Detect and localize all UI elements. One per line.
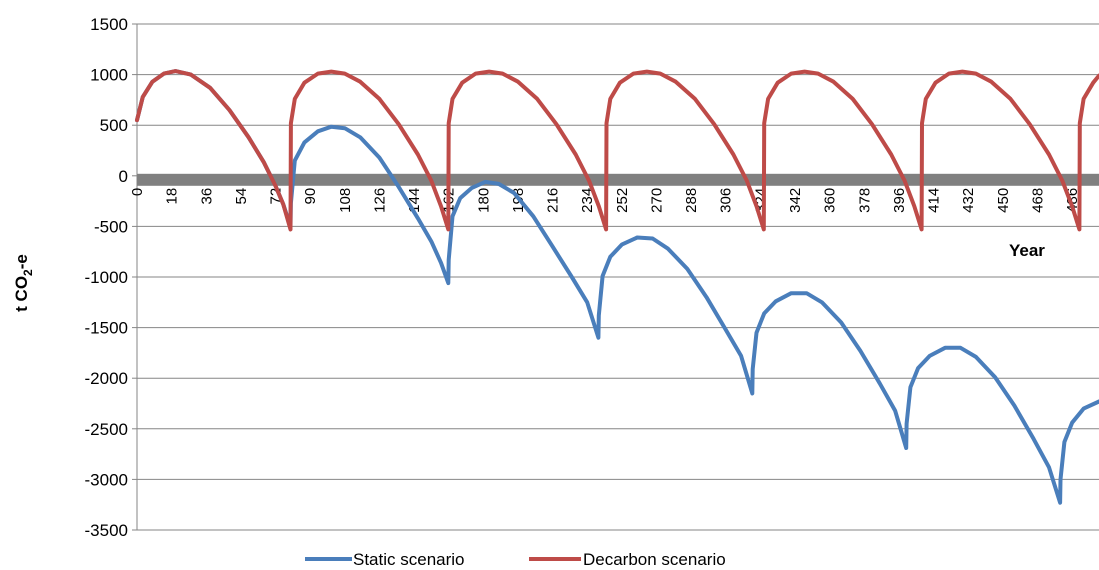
y-tick-label: 1000 <box>90 66 128 85</box>
x-tick-label: 126 <box>371 188 388 213</box>
x-tick-label: 36 <box>198 188 215 205</box>
y-axis-title-subscript: 2 <box>21 269 35 276</box>
y-tick-label: -1500 <box>85 319 128 338</box>
legend-label-decarbon: Decarbon scenario <box>583 550 726 569</box>
zero-axis-band <box>137 173 1099 186</box>
x-tick-label: 90 <box>302 188 319 205</box>
x-tick-label: 288 <box>683 188 700 213</box>
y-tick-label: -3500 <box>85 521 128 540</box>
x-tick-label: 54 <box>233 188 250 205</box>
x-tick-label: 342 <box>787 188 804 213</box>
x-tick-label: 360 <box>822 188 839 213</box>
y-tick-label: -1000 <box>85 268 128 287</box>
series-lines <box>135 69 1099 505</box>
y-axis-ticks: 1500 1000 500 0 -500 -1000 -1500 -2000 -2500 -300… <box>85 15 128 540</box>
x-axis-ticks: 0 18 36 54 72 90 108 126 144 162 180 198 216 234 252 27… <box>129 188 1081 213</box>
y-axis-title-suffix: -e <box>12 254 31 269</box>
legend-label-static: Static scenario <box>353 550 465 569</box>
y-axis-title-main: t CO <box>12 276 31 312</box>
y-tick-label: -500 <box>94 217 128 236</box>
x-tick-label: 396 <box>891 188 908 213</box>
y-tick-label: 0 <box>119 167 128 186</box>
y-axis-title: t CO2-e <box>12 254 35 312</box>
legend: Static scenario Decarbon scenario <box>305 550 726 569</box>
x-tick-label: 0 <box>129 188 146 196</box>
x-tick-label: 414 <box>926 188 943 213</box>
y-tick-label: -2500 <box>85 420 128 439</box>
x-tick-label: 234 <box>579 188 596 213</box>
x-tick-label: 180 <box>475 188 492 213</box>
x-tick-label: 468 <box>1029 188 1046 213</box>
x-tick-label: 432 <box>960 188 977 213</box>
y-tick-label: 500 <box>100 116 128 135</box>
series-line-static <box>135 69 1099 505</box>
x-tick-label: 108 <box>337 188 354 213</box>
x-tick-label: 252 <box>614 188 631 213</box>
x-tick-label: 18 <box>164 188 181 205</box>
x-tick-label: 306 <box>718 188 735 213</box>
y-tick-label: -2000 <box>85 369 128 388</box>
x-tick-label: 216 <box>545 188 562 213</box>
x-tick-label: 270 <box>648 188 665 213</box>
x-axis-title: Year <box>1009 241 1045 260</box>
y-tick-label: -3000 <box>85 470 128 489</box>
x-tick-label: 378 <box>856 188 873 213</box>
series-line-decarbon <box>135 69 1099 232</box>
y-tick-label: 1500 <box>90 15 128 34</box>
x-tick-label: 450 <box>995 188 1012 213</box>
gridlines <box>132 23 1099 531</box>
